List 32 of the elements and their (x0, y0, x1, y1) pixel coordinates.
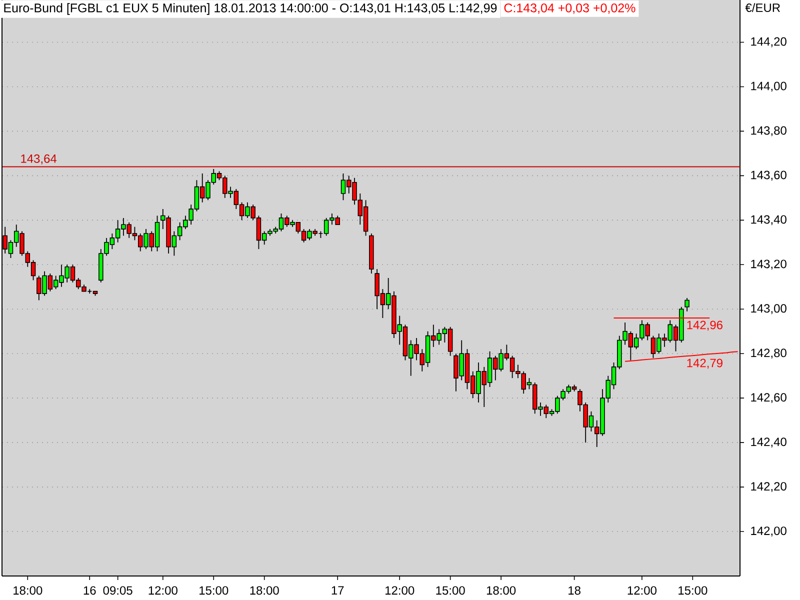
y-tick-label: 143,20 (751, 260, 786, 270)
x-tick-label: 18 (568, 586, 580, 595)
y-tick-label: 142,00 (751, 526, 786, 536)
x-tick-label: 18:00 (250, 586, 279, 595)
x-tick-label: 12:00 (628, 586, 656, 595)
x-tick-label: 15:00 (436, 586, 465, 595)
x-tick-label: 12:00 (148, 586, 178, 595)
x-tick-label: 17 (332, 586, 344, 594)
y-axis-title: €/EUR (745, 3, 780, 12)
y-tick-label: 142,80 (751, 348, 786, 359)
ref-line-label: 143,64 (21, 154, 57, 164)
chart-title: Euro-Bund [FGBL c1 EUX 5 Minuten] 18.01.2013 14:00:00 - O:143,01 H:143,05 L:142,99 (4, 3, 497, 15)
y-tick-label: 142,20 (751, 482, 786, 492)
y-tick-label: 143,80 (751, 126, 786, 136)
x-tick-label: 18:00 (14, 586, 42, 595)
series-label: 142,79 (687, 358, 722, 369)
candlestick (684, 298, 690, 312)
x-tick-label: 16 (84, 586, 96, 595)
series-label: 142,96 (687, 320, 722, 331)
y-tick-label: 143,60 (751, 170, 786, 181)
y-tick-label: 142,60 (751, 393, 786, 404)
x-tick-label: 15:00 (200, 586, 228, 595)
x-tick-label: 18:00 (486, 586, 516, 595)
x-tick-label: 15:00 (678, 586, 708, 595)
x-tick-label: 12:00 (386, 586, 414, 595)
y-tick-label: 144,20 (751, 37, 786, 48)
y-tick-label: 144,00 (751, 82, 786, 92)
y-tick-label: 143,40 (751, 215, 786, 226)
y-tick-label: 142,40 (751, 438, 786, 448)
y-tick-label: 143,00 (751, 304, 786, 314)
chart-subtitle: C:143,04 +0,03 +0,02% (504, 4, 636, 14)
x-tick-label: 09:05 (103, 586, 132, 595)
